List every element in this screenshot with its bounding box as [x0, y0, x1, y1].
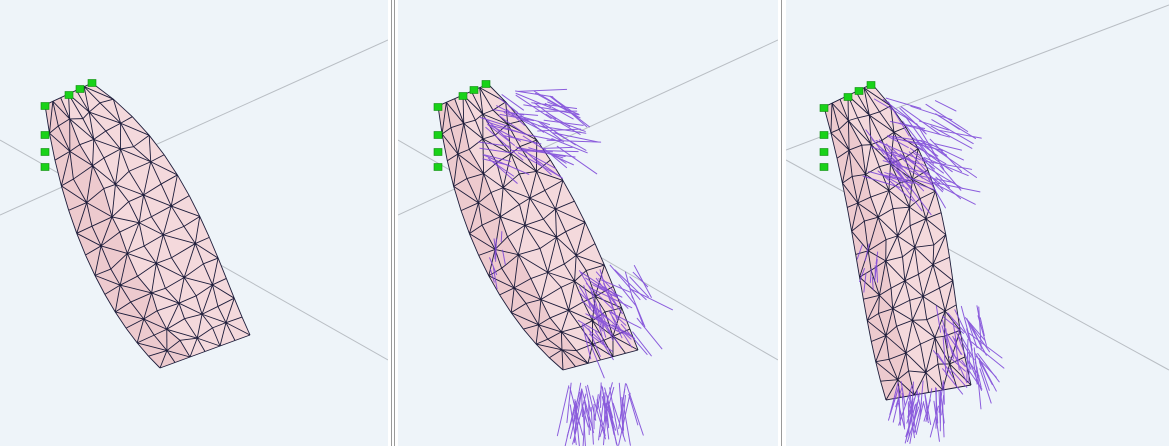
anchor-marker-icon	[843, 93, 853, 101]
viewport-background	[398, 0, 778, 446]
anchor-marker-icon	[819, 163, 829, 171]
anchor-marker-icon	[469, 86, 479, 94]
anchor-marker-icon	[819, 104, 829, 112]
viewport-divider[interactable]	[388, 0, 398, 446]
anchor-marker-icon	[40, 148, 50, 156]
anchor-marker-icon	[75, 85, 85, 93]
anchor-marker-icon	[854, 87, 864, 95]
anchor-marker-icon	[819, 131, 829, 139]
anchor-marker-icon	[819, 148, 829, 156]
anchor-marker-icon	[40, 131, 50, 139]
viewport-divider[interactable]	[778, 0, 786, 446]
anchor-marker-icon	[64, 91, 74, 99]
force-vectors	[856, 97, 1005, 444]
anchor-marker-icon	[40, 102, 50, 110]
mesh-face	[438, 98, 588, 371]
mesh-canvas[interactable]	[786, 0, 1169, 446]
mesh-body	[45, 83, 250, 368]
anchor-marker-icon	[87, 79, 97, 87]
anchor-marker-icon	[433, 148, 443, 156]
anchor-marker-icon	[481, 80, 491, 88]
mesh-canvas[interactable]	[398, 0, 778, 446]
mesh-wireframe	[44, 82, 251, 369]
mesh-face	[824, 99, 915, 400]
anchor-marker-icon	[458, 92, 468, 100]
force-vectors	[478, 88, 673, 446]
anchor-marker-icon	[433, 131, 443, 139]
mesh-canvas[interactable]	[0, 0, 388, 446]
anchor-marker-icon	[40, 163, 50, 171]
viewport-deformed[interactable]	[786, 0, 1169, 446]
anchor-marker-icon	[433, 103, 443, 111]
viewport-forces[interactable]	[398, 0, 778, 446]
anchor-marker-icon	[866, 81, 876, 89]
anchor-marker-icon	[433, 163, 443, 171]
viewport-background	[786, 0, 1169, 446]
viewport-undeformed[interactable]	[0, 0, 388, 446]
